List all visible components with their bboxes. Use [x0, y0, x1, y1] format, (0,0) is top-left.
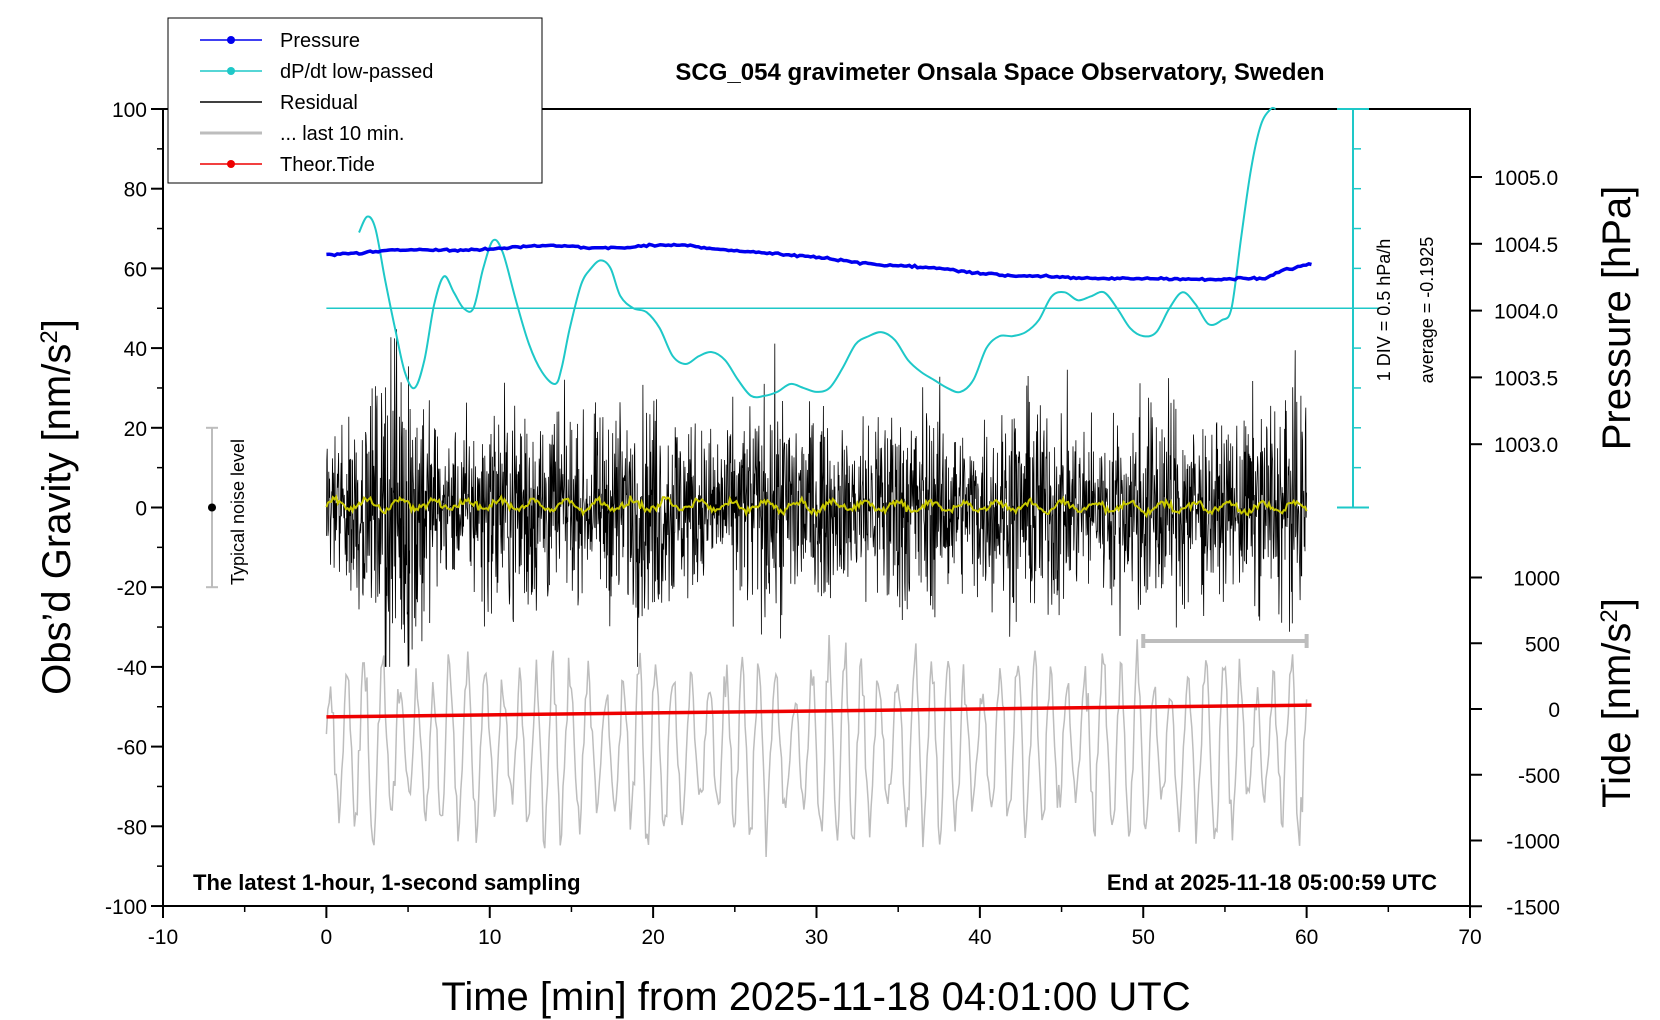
tide-tick-label: 0 [1548, 699, 1560, 722]
legend: Pressure dP/dt low-passed Residual ... last… [167, 17, 543, 184]
pressure-tick-label: 1004.5 [1494, 234, 1558, 257]
y-axis-title-left: Obs’d Gravity [nm/s2] [35, 319, 79, 695]
footer-left: The latest 1-hour, 1-second sampling [193, 870, 581, 895]
pressure-tick-label: 1003.0 [1494, 434, 1558, 457]
dpdt-series [358, 106, 1276, 399]
x-axis-title: Time [min] from 2025-11-18 04:01:00 UTC [441, 975, 1190, 1019]
pressure-series [326, 242, 1312, 283]
y-tick-label: 100 [112, 99, 147, 122]
tide-tick-label: -1500 [1506, 896, 1560, 919]
last10-line [325, 634, 1308, 858]
pressure-tick-label: 1004.0 [1494, 301, 1558, 324]
x-tick-label: 50 [1132, 926, 1155, 949]
legend-label: ... last 10 min. [280, 123, 405, 145]
y-axis-title-left-main: Obs’d Gravity [nm/s [35, 344, 79, 695]
y-tick-label: -40 [117, 657, 147, 680]
tide-tick-label: -500 [1518, 765, 1560, 788]
residual-series [326, 329, 1307, 667]
y-tick-label: 60 [124, 258, 147, 281]
legend-label: Pressure [280, 30, 360, 52]
legend-box [167, 17, 543, 184]
x-tick-label: -10 [148, 926, 178, 949]
pressure-tick-label: 1005.0 [1494, 167, 1558, 190]
tide-tick-label: -1000 [1506, 831, 1560, 854]
tide-axis-ticks: 1000 500 0 -500 -1000 -1500 [1470, 568, 1560, 919]
residual-smoothed-series [325, 494, 1308, 519]
x-tick-label: 10 [478, 926, 501, 949]
residual-smoothed-line [325, 494, 1308, 519]
tide-tick-label: 1000 [1513, 568, 1560, 591]
tide-axis-title-main: Tide [nm/s [1595, 623, 1639, 808]
x-tick-label: 30 [805, 926, 828, 949]
noise-level-label: Typical noise level [228, 439, 248, 585]
dpdt-average-label: average = -0.1925 [1417, 237, 1437, 384]
y-axis-title-left-end: ] [35, 319, 79, 330]
residual-line [326, 329, 1307, 667]
pressure-axis-title: Pressure [hPa] [1595, 186, 1639, 451]
x-axis-ticks: -10 0 10 20 30 40 50 60 70 [148, 906, 1482, 949]
noise-level-indicator: Typical noise level [206, 426, 248, 589]
dpdt-line [358, 106, 1276, 399]
dpdt-scale-label: 1 DIV = 0.5 hPa/h [1374, 239, 1394, 382]
chart-title: SCG_054 gravimeter Onsala Space Observat… [675, 59, 1324, 86]
tide-axis-title: Tide [nm/s2] [1595, 598, 1639, 808]
y-tick-label: 40 [124, 338, 147, 361]
tide-tick-label: 500 [1525, 633, 1560, 656]
tide-axis-title-sup: 2 [1596, 609, 1623, 622]
tide-line [326, 703, 1312, 719]
footer-right: End at 2025-11-18 05:00:59 UTC [1107, 870, 1437, 895]
y-tick-label: -60 [117, 737, 147, 760]
legend-label: dP/dt low-passed [280, 61, 433, 83]
y-tick-label: -100 [105, 896, 147, 919]
x-tick-label: 0 [321, 926, 333, 949]
legend-swatch-marker [227, 36, 235, 44]
y-axis-title-left-sup: 2 [36, 330, 63, 343]
legend-label: Theor.Tide [280, 154, 375, 176]
last10-series [325, 634, 1308, 858]
noise-level-dot [208, 503, 216, 512]
pressure-line [326, 242, 1312, 283]
pressure-tick-label: 1003.5 [1494, 367, 1558, 390]
x-tick-label: 20 [641, 926, 664, 949]
y-tick-label: 0 [135, 498, 147, 521]
tide-series [326, 703, 1312, 719]
y-axis-ticks-left: -100 -80 -60 -40 -20 0 20 40 60 80 100 [105, 99, 163, 919]
y-tick-label: -80 [117, 816, 147, 839]
legend-items: Pressure dP/dt low-passed Residual ... last… [200, 30, 433, 176]
pressure-axis-ticks: 1003.0 1003.5 1004.0 1004.5 1005.0 [1470, 167, 1558, 457]
legend-swatch-marker [227, 160, 235, 168]
x-tick-label: 70 [1458, 926, 1481, 949]
y-tick-label: -20 [117, 577, 147, 600]
y-tick-label: 20 [124, 418, 147, 441]
y-tick-label: 80 [124, 179, 147, 202]
tide-axis-title-end: ] [1595, 598, 1639, 609]
last10-bracket [1141, 634, 1309, 648]
legend-swatch-marker [227, 67, 235, 75]
legend-label: Residual [280, 92, 358, 114]
x-tick-label: 40 [968, 926, 991, 949]
x-tick-label: 60 [1295, 926, 1318, 949]
